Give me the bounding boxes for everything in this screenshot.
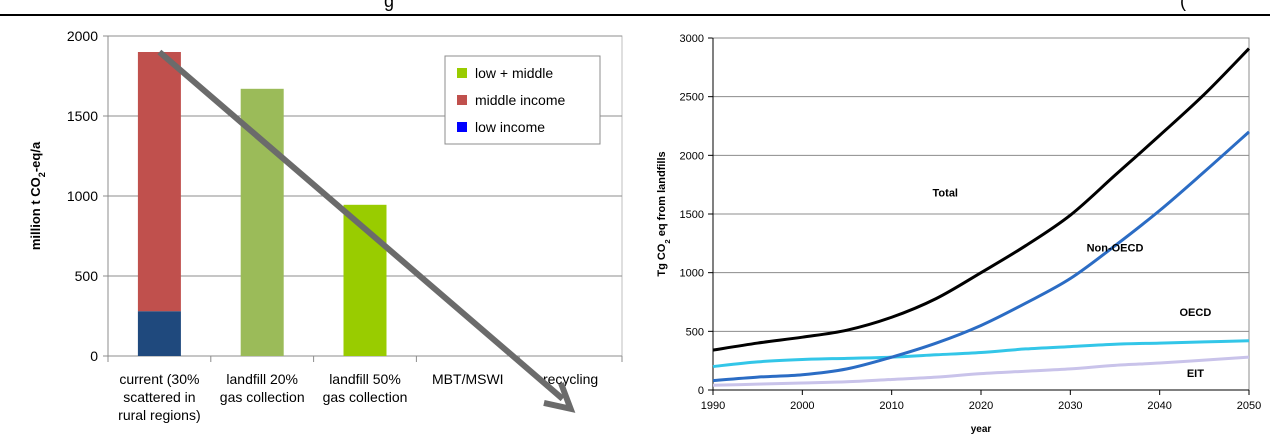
- legend-swatch: [457, 68, 467, 78]
- x-category-label: current (30%: [119, 371, 199, 387]
- series-annotation: EIT: [1187, 368, 1204, 380]
- y-tick-label: 1500: [67, 108, 98, 124]
- x-tick-label: 2040: [1147, 400, 1171, 412]
- series-annotation: Total: [933, 187, 958, 199]
- landfill-emissions-line-chart: 0 500 1000 1500 2000 2500 3000 1990 2000 2010 2020…: [635, 0, 1270, 437]
- x-tick-label: 2010: [879, 400, 903, 412]
- legend-label: low income: [475, 119, 545, 135]
- legend-label: middle income: [475, 92, 565, 108]
- y-tick-label: 3000: [680, 33, 704, 45]
- series-line-total: [713, 49, 1249, 351]
- y-tick-label: 1000: [67, 188, 98, 204]
- bar-low-income: [138, 311, 181, 356]
- x-category-label: landfill 20%: [226, 371, 298, 387]
- y-axis-label: million t CO2-eq/a: [28, 141, 47, 250]
- x-category-label: rural regions): [118, 407, 200, 423]
- series-annotation: OECD: [1180, 307, 1212, 319]
- series-line-eit: [713, 357, 1249, 385]
- x-category-label: scattered in: [123, 389, 195, 405]
- series-annotation: Non-OECD: [1087, 243, 1144, 255]
- legend-swatch: [457, 122, 467, 132]
- x-tick-label: 1990: [701, 400, 725, 412]
- bar-middle-income: [138, 52, 181, 311]
- y-tick-label: 0: [698, 385, 704, 397]
- x-category-label: gas collection: [220, 389, 305, 405]
- x-tick-label: 2000: [790, 400, 814, 412]
- landfill-emissions-bar-chart: 0 500 1000 1500 2000 current (30% scattered in…: [0, 0, 635, 437]
- y-tick-label: 1500: [680, 209, 704, 221]
- x-category-label: MBT/MSWI: [432, 371, 504, 387]
- x-category-label: recycling: [543, 371, 598, 387]
- y-axis-label: Tg CO2 eq from landfills: [656, 151, 672, 276]
- x-category-label: gas collection: [323, 389, 408, 405]
- x-category-label: landfill 50%: [329, 371, 401, 387]
- x-tick-label: 2030: [1058, 400, 1082, 412]
- x-tick-label: 2020: [969, 400, 993, 412]
- y-tick-label: 500: [686, 326, 704, 338]
- y-tick-label: 0: [90, 348, 98, 364]
- y-tick-label: 2000: [680, 150, 704, 162]
- x-tick-label: 2050: [1237, 400, 1261, 412]
- y-tick-label: 500: [75, 268, 99, 284]
- y-tick-label: 2500: [680, 92, 704, 104]
- y-tick-label: 2000: [67, 28, 98, 44]
- y-tick-label: 1000: [680, 268, 704, 280]
- legend-label: low + middle: [475, 65, 553, 81]
- legend-swatch: [457, 95, 467, 105]
- x-axis-label: year: [971, 424, 992, 435]
